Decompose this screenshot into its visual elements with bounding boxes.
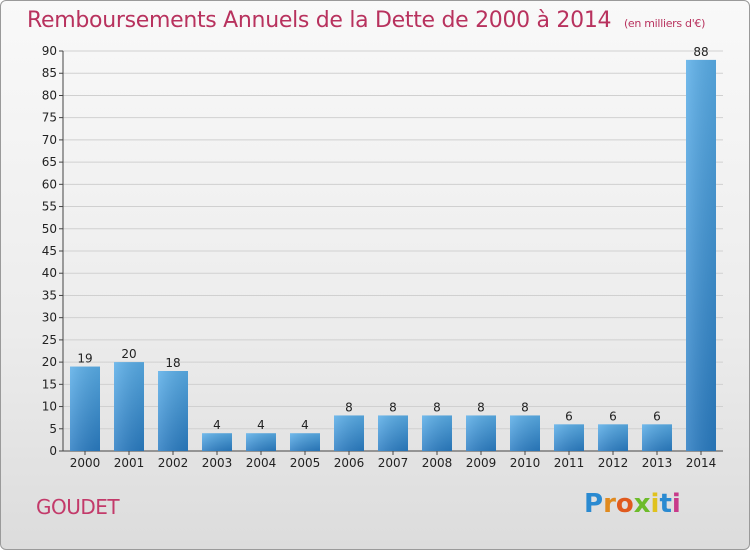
data-label: 8 bbox=[389, 400, 397, 414]
logo-letter: r bbox=[603, 489, 616, 519]
y-tick-label: 90 bbox=[42, 44, 57, 58]
y-tick-label: 10 bbox=[42, 400, 57, 414]
y-tick-label: 65 bbox=[42, 155, 57, 169]
y-tick-label: 5 bbox=[49, 422, 57, 436]
commune-name: GOUDET bbox=[36, 495, 120, 519]
x-tick-label: 2002 bbox=[158, 456, 189, 470]
logo-letter: x bbox=[633, 489, 651, 519]
x-tick-label: 2008 bbox=[422, 456, 453, 470]
y-tick-label: 70 bbox=[42, 133, 57, 147]
x-tick-label: 2004 bbox=[246, 456, 277, 470]
logo-letter: o bbox=[615, 489, 634, 519]
bar-shade bbox=[686, 59, 716, 452]
bar-shade bbox=[422, 415, 452, 451]
proxiti-logo[interactable]: Proxiti bbox=[584, 489, 681, 519]
y-tick-label: 80 bbox=[42, 88, 57, 102]
x-tick-label: 2011 bbox=[554, 456, 585, 470]
y-tick-label: 40 bbox=[42, 266, 57, 280]
logo-letter: i bbox=[650, 489, 660, 519]
data-label: 6 bbox=[609, 409, 617, 423]
bar-shade bbox=[466, 415, 496, 451]
y-tick-label: 20 bbox=[42, 355, 57, 369]
y-tick-label: 85 bbox=[42, 66, 57, 80]
logo-letter: t bbox=[659, 489, 672, 519]
y-tick-label: 15 bbox=[42, 377, 57, 391]
y-tick-label: 75 bbox=[42, 111, 57, 125]
data-label: 4 bbox=[257, 418, 265, 432]
x-tick-label: 2000 bbox=[70, 456, 101, 470]
y-tick-label: 50 bbox=[42, 222, 57, 236]
bar-shade bbox=[510, 415, 540, 451]
bar-shade bbox=[290, 433, 320, 451]
x-tick-label: 2012 bbox=[598, 456, 629, 470]
bar-shade bbox=[70, 366, 100, 451]
bar-shade bbox=[114, 362, 144, 451]
labels: 0 5 10 15 20 25 30 35 40 45 50 55 60 65 70 75 80 85 90 19 20… bbox=[42, 44, 717, 470]
y-tick-label: 30 bbox=[42, 311, 57, 325]
x-tick-label: 2003 bbox=[202, 456, 233, 470]
data-label: 4 bbox=[301, 418, 309, 432]
data-label: 8 bbox=[345, 400, 353, 414]
x-tick-label: 2013 bbox=[642, 456, 673, 470]
y-tick-label: 0 bbox=[49, 444, 57, 458]
bar-shade bbox=[202, 433, 232, 451]
data-label: 8 bbox=[477, 400, 485, 414]
bar-shade bbox=[158, 371, 188, 451]
x-tick-label: 2014 bbox=[686, 456, 717, 470]
data-label: 20 bbox=[121, 347, 136, 361]
x-tick-label: 2009 bbox=[466, 456, 497, 470]
data-label: 18 bbox=[165, 356, 180, 370]
bar-shade bbox=[554, 424, 584, 451]
x-tick-label: 2010 bbox=[510, 456, 541, 470]
bar-shade bbox=[598, 424, 628, 451]
y-tick-label: 45 bbox=[42, 244, 57, 258]
chart-unit: (en milliers d'€) bbox=[623, 17, 706, 30]
bar-shade bbox=[642, 424, 672, 451]
x-tick-label: 2005 bbox=[290, 456, 321, 470]
y-tick-label: 25 bbox=[42, 333, 57, 347]
logo-letter: P bbox=[584, 489, 604, 519]
bars bbox=[70, 59, 716, 452]
x-tick-label: 2006 bbox=[334, 456, 365, 470]
y-tick-label: 60 bbox=[42, 177, 57, 191]
data-label: 19 bbox=[77, 352, 92, 366]
logo-letter: i bbox=[671, 489, 681, 519]
data-label: 88 bbox=[693, 45, 708, 59]
x-tick-label: 2007 bbox=[378, 456, 409, 470]
data-label: 8 bbox=[433, 400, 441, 414]
x-tick-label: 2001 bbox=[114, 456, 145, 470]
bar-shade bbox=[334, 415, 364, 451]
chart-title-block: Remboursements Annuels de la Dette de 20… bbox=[27, 8, 705, 33]
data-label: 4 bbox=[213, 418, 221, 432]
bar-shade bbox=[246, 433, 276, 451]
y-tick-label: 55 bbox=[42, 200, 57, 214]
data-label: 8 bbox=[521, 400, 529, 414]
data-label: 6 bbox=[653, 409, 661, 423]
data-label: 6 bbox=[565, 409, 573, 423]
y-tick-label: 35 bbox=[42, 288, 57, 302]
chart-title: Remboursements Annuels de la Dette de 20… bbox=[27, 8, 612, 33]
bar-shade bbox=[378, 415, 408, 451]
